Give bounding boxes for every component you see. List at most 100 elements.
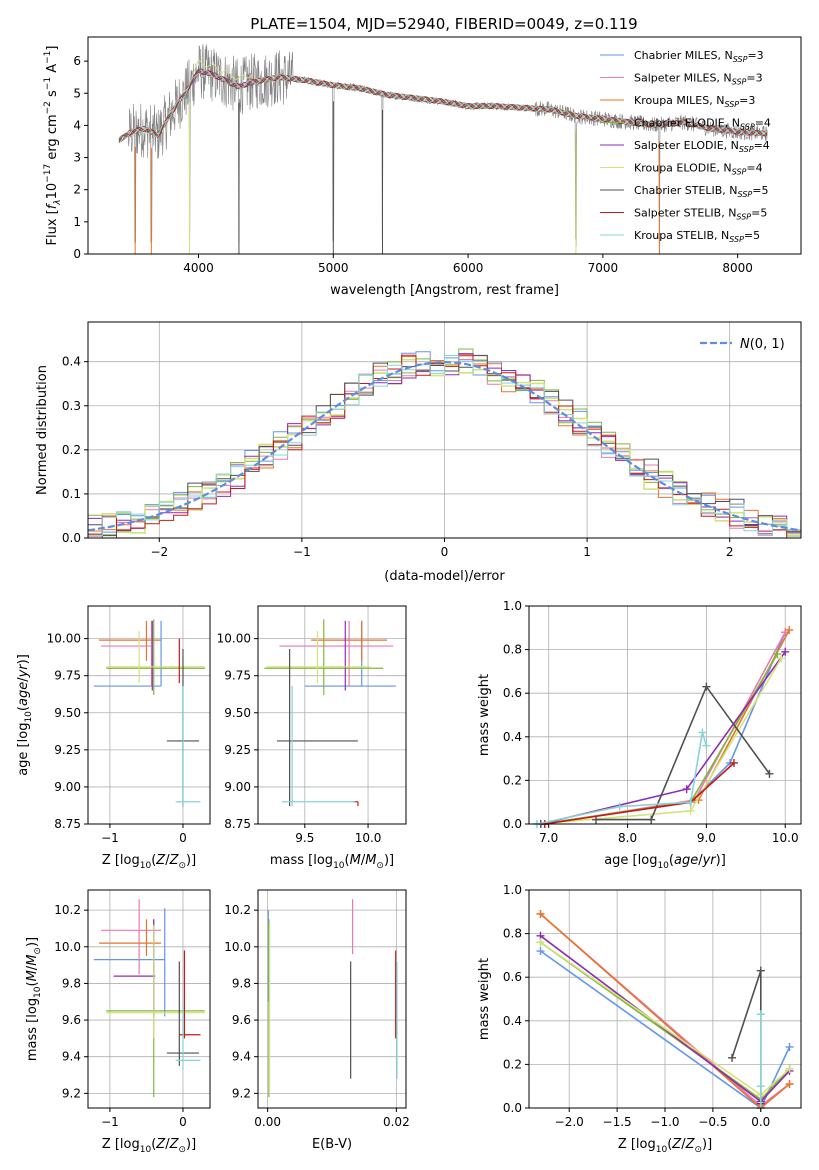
legend-text: Chabrier ELODIE, N	[634, 117, 740, 130]
label-part: 10	[656, 1145, 668, 1155]
x-tick-label: 6000	[453, 261, 484, 275]
y-tick-label: 6	[73, 54, 81, 68]
y-tick-label: 9.00	[54, 780, 81, 794]
legend-tail: =5	[751, 207, 767, 220]
legend-entry: Chabrier MILES, NSSP=3	[634, 49, 764, 64]
x-tick-label: 0	[179, 1115, 187, 1129]
data-point	[785, 1080, 794, 1089]
label-part: yr	[702, 853, 718, 868]
y-tick-label: 9.50	[224, 706, 251, 720]
legend-tail: =3	[739, 94, 755, 107]
label-part: Z [log	[102, 853, 140, 868]
x-tick-label: 2	[726, 545, 734, 559]
y-label-part: λ	[53, 199, 63, 205]
y-axis-label: Flux [fλ10−17 erg cm−2 s−1 A−1]	[43, 46, 63, 246]
legend-text: Kroupa STELIB, N	[634, 229, 729, 242]
panel-data	[267, 899, 398, 1098]
legend-tail: =3	[747, 49, 763, 62]
data-point	[536, 938, 545, 947]
legend-sub: SSP	[738, 190, 753, 199]
x-tick-label: −1.0	[650, 1115, 679, 1129]
y-tick-label: 1.0	[503, 883, 522, 897]
y-tick-label: 0.6	[503, 686, 522, 700]
label-part: M	[25, 970, 40, 981]
label-part: Z	[155, 1137, 166, 1152]
label-part: (	[151, 853, 156, 868]
histogram-step-line	[88, 355, 801, 537]
axes-frame	[87, 36, 802, 255]
legend-text: Salpeter STELIB, N	[634, 207, 736, 220]
mass-vs-metallicity-panel: −1 0 9.2 9.4 9.6 9.8 10.0 10.2 Z [log10(Z/Z⊙​)] m…	[25, 889, 211, 1155]
series-line	[596, 685, 771, 821]
data-point	[728, 1053, 737, 1062]
y-axis-label: mass [log10(M/M⊙​)]	[25, 937, 43, 1061]
data-point	[756, 1010, 765, 1019]
data-point	[615, 802, 624, 811]
x-axis-label: wavelength [Angstrom, rest frame]	[330, 283, 559, 298]
y-label-part: Flux [	[45, 209, 60, 245]
label-part: (	[151, 1137, 156, 1152]
y-tick-label: 4	[73, 118, 81, 132]
data-point	[536, 947, 545, 956]
series-line	[544, 629, 790, 825]
y-label-part: A	[45, 64, 60, 77]
label-part: )]	[186, 1137, 196, 1152]
y-axis-label: mass weight	[477, 674, 492, 756]
data-point	[647, 815, 656, 824]
legend-entry: Chabrier STELIB, NSSP=5	[634, 184, 768, 199]
label-part: 10	[24, 711, 34, 723]
model-spectrum-line	[118, 69, 768, 139]
y-label-part: ]	[45, 46, 60, 51]
label-part: Z	[169, 1137, 180, 1152]
x-tick-label: 7.0	[539, 831, 558, 845]
data-point	[698, 728, 707, 737]
x-tick-label: 5000	[318, 261, 349, 275]
y-tick-label: 0.8	[503, 643, 522, 657]
legend-symbol: N	[740, 337, 750, 352]
y-tick-label: 10.2	[54, 903, 81, 917]
x-axis-label: age [log10(age/yr)]	[604, 853, 726, 871]
legend-sub: SSP	[733, 55, 748, 64]
y-tick-label: 9.8	[232, 976, 251, 990]
data-point	[785, 1064, 794, 1073]
label-part: 10	[140, 1145, 152, 1155]
mass-weight-vs-age-panel: 7.0 8.0 9.0 10.0 0.0 0.2 0.4 0.6 0.8 1.0 age [log1…	[477, 599, 802, 871]
label-part: age [log	[604, 853, 657, 868]
y-label-part: −17	[43, 164, 53, 183]
legend-tail: =4	[746, 162, 762, 175]
x-axis-label: Z [log10(Z/Z⊙​)]	[102, 853, 196, 871]
y-axis-label: age [log10(age/yr)]	[16, 654, 34, 776]
y-tick-label: 0.2	[62, 443, 81, 457]
label-part: Z	[155, 853, 166, 868]
legend-text: Kroupa MILES, N	[634, 94, 724, 107]
label-part: /	[698, 853, 703, 868]
y-tick-label: 8.75	[54, 817, 81, 831]
label-part: age [log	[16, 723, 31, 776]
label-part: yr	[16, 663, 31, 679]
y-tick-label: 0	[73, 247, 81, 261]
legend-sub: SSP	[732, 78, 747, 87]
x-tick-label: 9.0	[697, 831, 716, 845]
y-tick-label: 9.25	[54, 743, 81, 757]
x-tick-label: 0.02	[383, 1115, 410, 1129]
legend-sub: SSP	[724, 100, 739, 109]
legend-sub: SSP	[739, 145, 754, 154]
x-tick-label: 0.00	[254, 1115, 281, 1129]
age-vs-mass-panel: 9.5 10.0 8.75 9.00 9.25 9.50 9.75 10.00 mass [lo…	[217, 605, 407, 871]
y-label-part: f	[45, 202, 60, 209]
legend-args: (0, 1)	[750, 337, 785, 352]
label-part: Z [log	[102, 1137, 140, 1152]
y-label-part: erg cm	[45, 114, 60, 163]
label-part: )]	[25, 937, 40, 947]
mass-weight-vs-metallicity-panel: −2.0 −1.5 −1.0 −0.5 0.0 0.0 0.2 0.4 0.6 0.8 1.0 Z […	[477, 883, 802, 1155]
x-axis-label: (data-model)/error	[384, 569, 505, 584]
axes-frame	[257, 605, 407, 825]
y-tick-label: 0.2	[503, 1057, 522, 1071]
y-tick-label: 3	[73, 151, 81, 165]
legend-text: Salpeter ELODIE, N	[634, 139, 739, 152]
axes-frame	[528, 605, 802, 825]
x-tick-label: 10.0	[355, 831, 382, 845]
label-part: (	[25, 981, 40, 986]
legend-entry: Salpeter MILES, NSSP=3	[634, 72, 763, 87]
panel-data	[264, 619, 396, 807]
